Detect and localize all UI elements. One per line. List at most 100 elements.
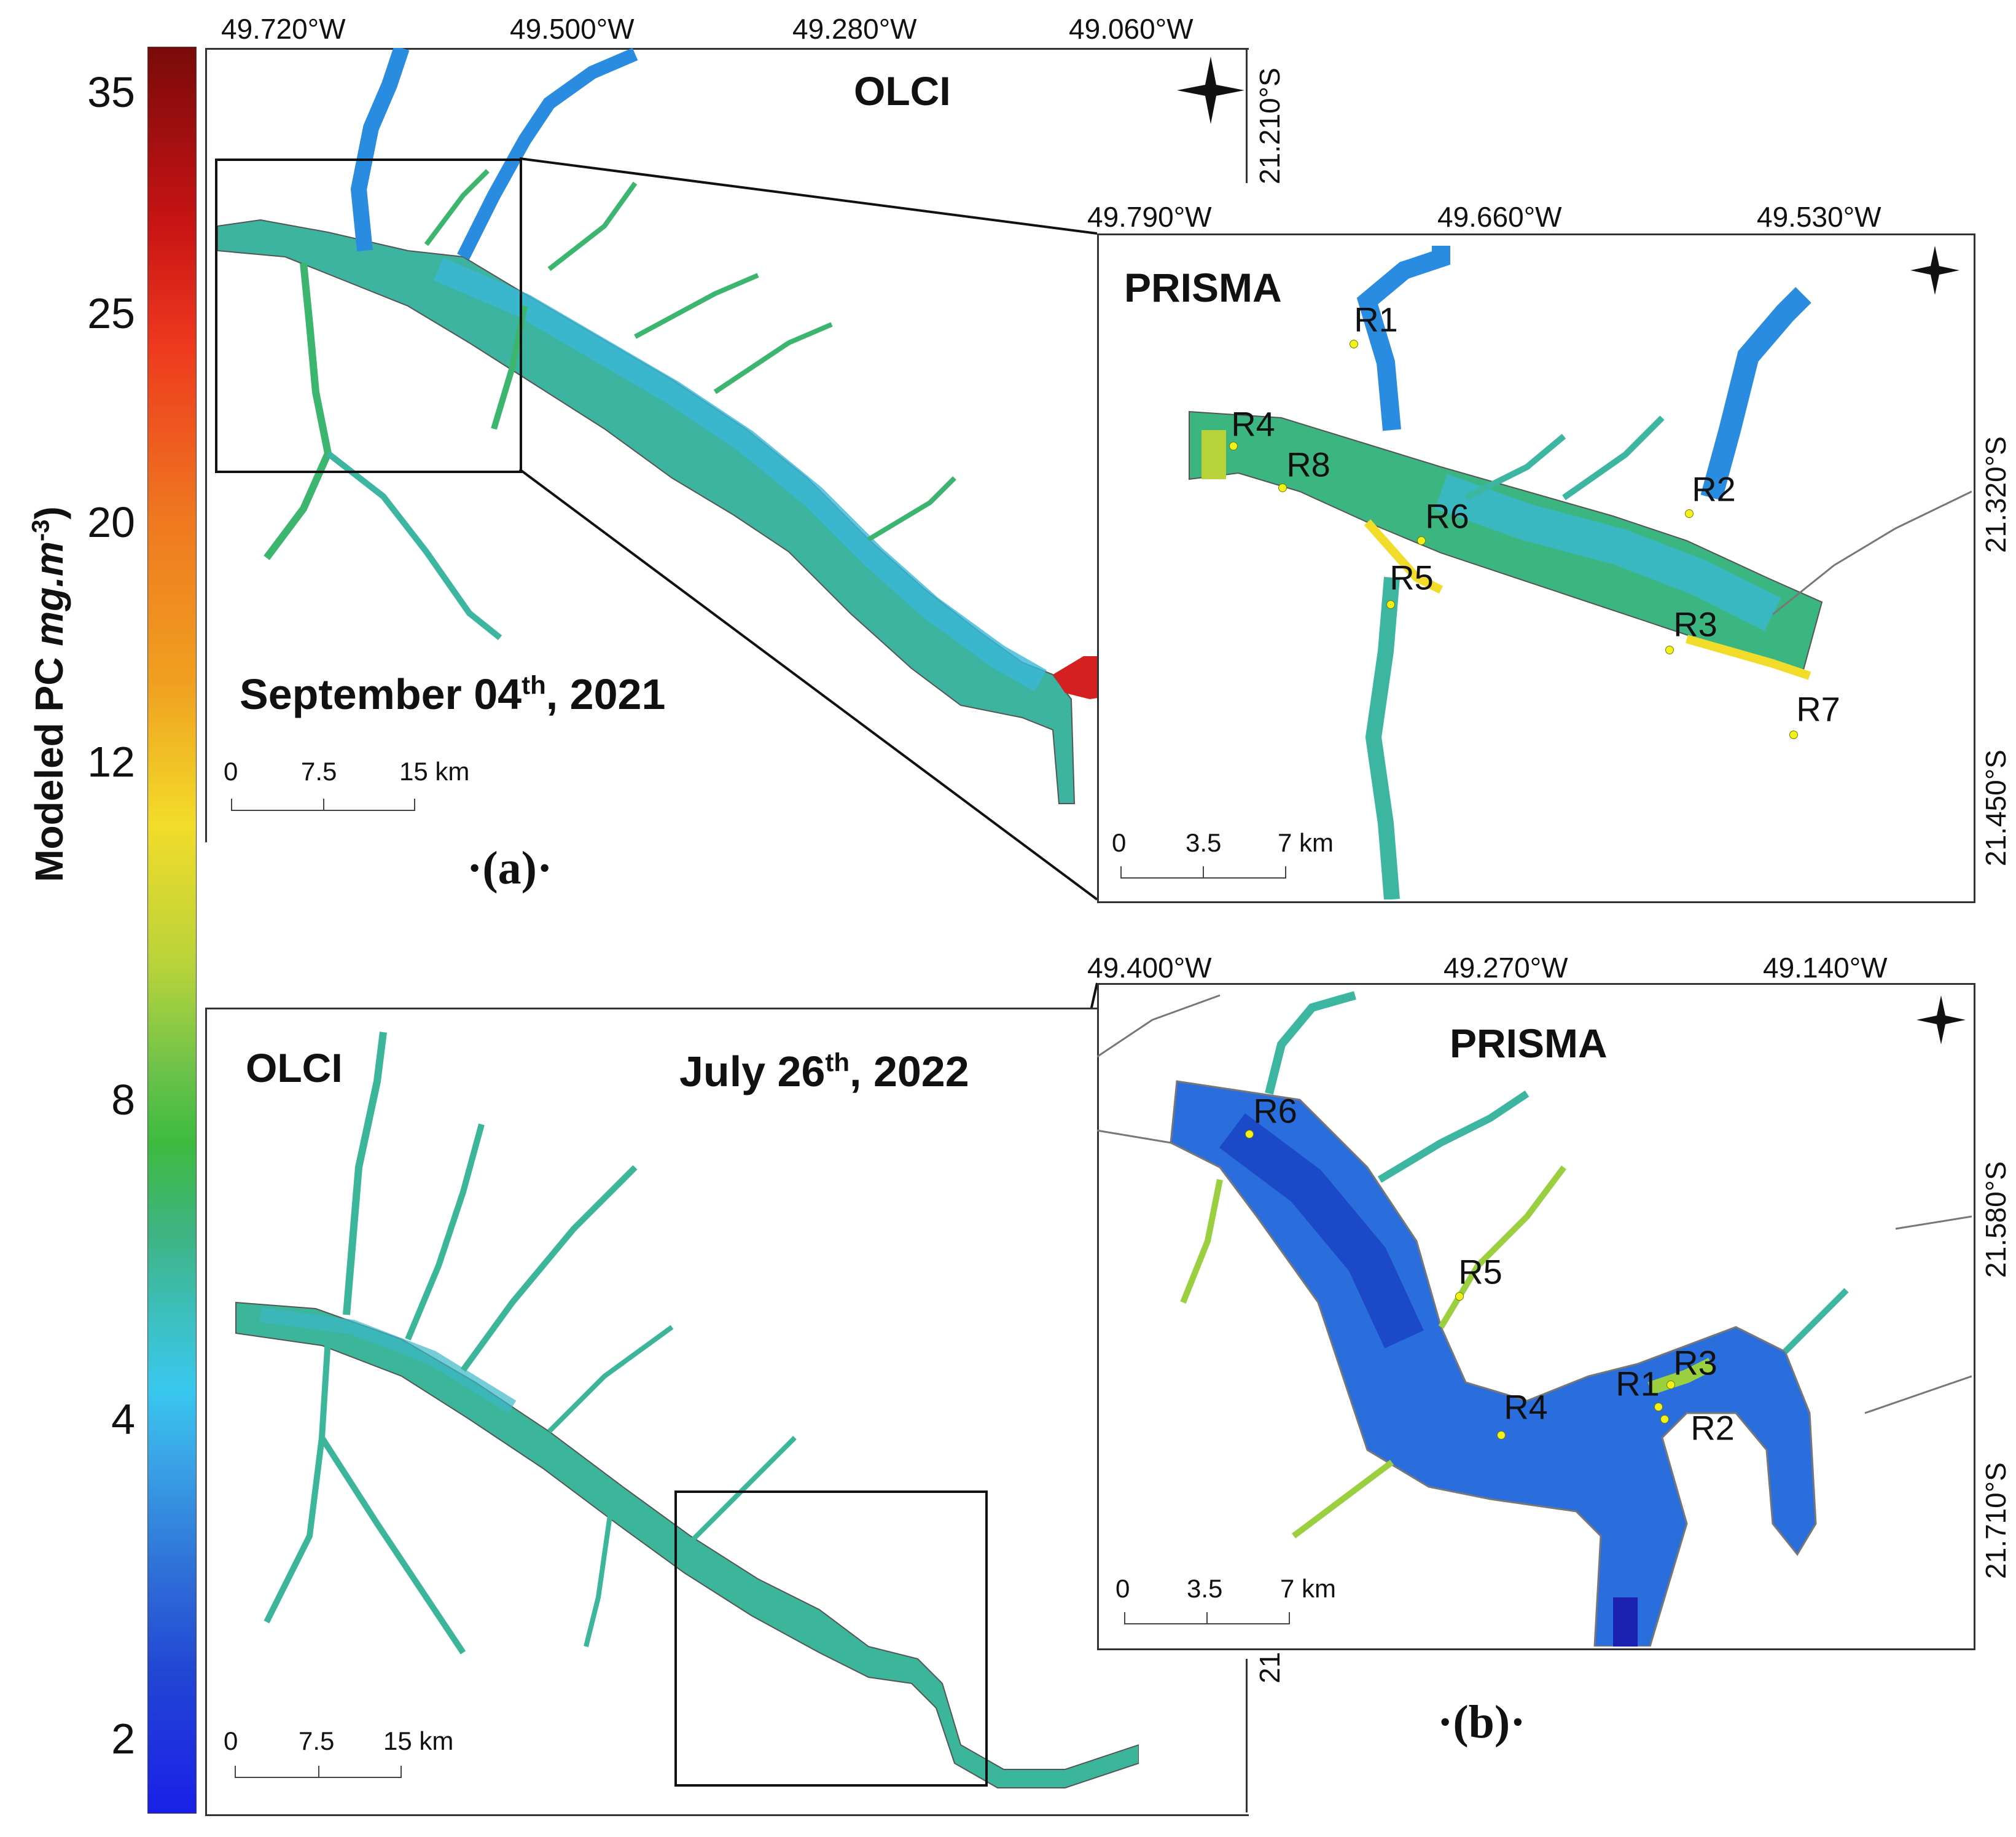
reservoir-arm-north-2 (405, 1123, 485, 1341)
prisma-a-lat-tick-1: 21.320°S (1980, 436, 2012, 553)
colorbar-tick-12: 12 (87, 738, 135, 786)
colorbar-tick-2: 2 (111, 1715, 135, 1763)
prisma-b-arm-east (1783, 1288, 1849, 1354)
north-arrow-icon (1177, 57, 1244, 124)
prisma-b-bloom-r1-r3 (1647, 1358, 1714, 1395)
prisma-a-map (1189, 246, 1972, 899)
prisma-b-lat-tick-2: 21.710°S (1980, 1462, 2012, 1579)
reservoir-channel (259, 1307, 517, 1414)
prisma-b-site-r1: R1 (1616, 1364, 1660, 1403)
north-arrow-icon (1916, 995, 1966, 1044)
panel-a-letter: ·(a)· (467, 842, 553, 894)
panel-b-scale-0: 0 (224, 1726, 238, 1755)
prisma-b-arm-west (1180, 1179, 1223, 1304)
panel-a-lat-tick: 21.210°S (1254, 68, 1286, 184)
panel-a-scale-mid: 7.5 (301, 757, 337, 786)
site-marker (1417, 536, 1426, 545)
prisma-a-bloom-edge (1364, 519, 1444, 594)
site-marker (1685, 509, 1694, 518)
prisma-a-channel (1434, 474, 1781, 631)
colorbar-tick-8: 8 (111, 1076, 135, 1124)
colorbar-tick-25: 25 (87, 289, 135, 337)
prisma-b-site-r2: R2 (1690, 1408, 1735, 1447)
scale-tick (1124, 1612, 1125, 1623)
site-marker (1229, 442, 1238, 450)
prisma-a-site-r1: R1 (1354, 300, 1398, 339)
frame-edge (1246, 48, 1248, 183)
panel-a-zoom-box (215, 159, 522, 473)
reservoir-arm-small-1 (424, 169, 490, 246)
reservoir-arm-small-5 (867, 476, 956, 542)
frame-edge (1246, 1659, 1248, 1812)
scale-tick (1289, 1612, 1290, 1623)
scale-tick (1120, 866, 1122, 877)
panel-b-zoom-box (674, 1490, 988, 1787)
site-marker (1350, 340, 1358, 348)
prisma-a-scale-0: 0 (1112, 828, 1127, 857)
prisma-b-lon-tick-2: 49.270°W (1444, 952, 1568, 984)
scale-tick (231, 799, 232, 810)
site-marker (1386, 600, 1395, 609)
prisma-a-site-r2: R2 (1692, 469, 1736, 509)
scale-tick (235, 1766, 236, 1777)
scale-tick (1285, 866, 1286, 877)
prisma-a-scale-mid: 3.5 (1186, 828, 1222, 857)
panel-a-lon-tick-2: 49.500°W (510, 13, 635, 45)
prisma-b-scale-end: 7 km (1280, 1574, 1337, 1603)
panel-b-olci-map (235, 1032, 1139, 1788)
prisma-b-site-r4: R4 (1504, 1387, 1548, 1427)
reservoir-arm-small-2 (547, 181, 638, 272)
prisma-b-site-r5: R5 (1458, 1252, 1502, 1291)
prisma-a-site-r4: R4 (1231, 404, 1275, 444)
panel-a-scale-bar (231, 810, 415, 811)
reservoir-arm-south-2 (326, 451, 502, 640)
prisma-b-arm-ne (1377, 1091, 1530, 1183)
colorbar-label: Modeled PC mg.m-3) (27, 506, 71, 882)
prisma-a-site-r5: R5 (1389, 558, 1434, 597)
panel-a-scale-0: 0 (224, 757, 238, 786)
reservoir-arm-south-1 (264, 262, 332, 560)
panel-a-scale-end: 15 km (399, 757, 470, 786)
colorbar-tick-35: 35 (87, 68, 135, 116)
scale-tick (1203, 866, 1204, 877)
scale-tick (1206, 1612, 1208, 1623)
panel-a-date: September 04th, 2021 (240, 670, 666, 718)
prisma-a-arm-south (1365, 576, 1400, 899)
prisma-b-deep-channel (1219, 1113, 1424, 1349)
prisma-b-map (1097, 991, 1972, 1647)
prisma-b-arm-sw (1292, 1460, 1394, 1538)
north-arrow-icon (1910, 246, 1959, 295)
site-marker (1666, 1381, 1675, 1389)
panel-b-lat-fragment: 21 (1254, 1651, 1286, 1683)
panel-a-lon-tick-4: 49.060°W (1069, 13, 1194, 45)
site-marker (1665, 646, 1674, 654)
site-marker (1654, 1403, 1663, 1411)
panel-a-olci-title: OLCI (854, 68, 951, 114)
colorbar (147, 47, 197, 1814)
prisma-a-arm-small-2 (1562, 415, 1665, 501)
scale-tick (400, 1766, 402, 1777)
site-marker (1455, 1292, 1464, 1301)
prisma-a-title: PRISMA (1124, 265, 1282, 310)
reservoir-arm-south-2 (319, 1436, 466, 1655)
prisma-b-scale-0: 0 (1115, 1574, 1130, 1603)
reservoir-arm-north-5 (682, 1436, 797, 1550)
prisma-a-bloom-edge-2 (1686, 635, 1811, 680)
prisma-a-lat-tick-2: 21.450°S (1980, 750, 2012, 866)
reservoir-arm-south-3 (584, 1511, 613, 1647)
prisma-b-shoreline (1097, 994, 1972, 1414)
scale-tick (318, 1766, 319, 1777)
prisma-a-scale-bar (1120, 877, 1286, 879)
prisma-a-site-r8: R8 (1286, 445, 1330, 484)
prisma-b-lon-tick-3: 49.140°W (1763, 952, 1888, 984)
panel-b-scale-bar (235, 1777, 402, 1778)
reservoir-arm-small-4 (713, 322, 833, 394)
panel-b-date: July 26th, 2022 (679, 1048, 969, 1095)
prisma-b-site-r6: R6 (1253, 1091, 1297, 1130)
site-marker (1245, 1130, 1254, 1138)
prisma-a-lon-tick-1: 49.790°W (1087, 201, 1212, 233)
scale-tick (414, 799, 415, 810)
reservoir-arm-small-3 (634, 273, 759, 339)
colorbar-tick-20: 20 (87, 498, 135, 546)
reservoir-arm-south-1 (264, 1339, 331, 1624)
